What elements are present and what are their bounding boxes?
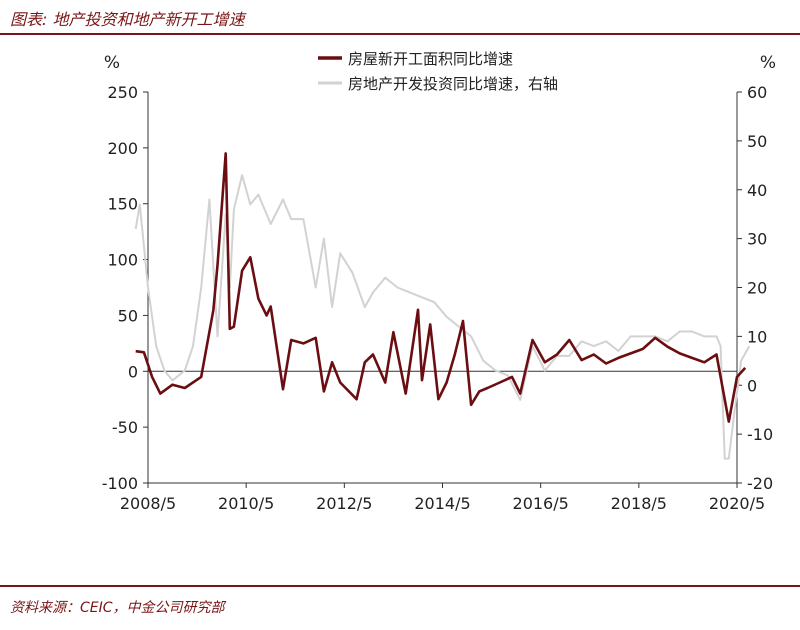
- left-tick-label: 250: [107, 83, 138, 102]
- x-tick-label: 2016/5: [513, 494, 569, 513]
- left-tick-label: 200: [107, 139, 138, 158]
- right-tick-label: 60: [747, 83, 767, 102]
- source-note: 资料来源：CEIC，中金公司研究部: [10, 600, 225, 616]
- right-tick-label: 50: [747, 132, 767, 151]
- chart-title: 图表: 地产投资和地产新开工增速: [10, 10, 245, 29]
- x-tick-label: 2008/5: [120, 494, 176, 513]
- right-axis-unit: %: [760, 53, 776, 73]
- legend-label: 房屋新开工面积同比增速: [348, 50, 513, 68]
- left-tick-label: 0: [128, 362, 138, 381]
- left-tick-label: -100: [102, 474, 138, 493]
- header-divider: [0, 33, 800, 35]
- left-axis-unit: %: [104, 53, 120, 73]
- right-tick-label: 20: [747, 279, 767, 298]
- legend-label: 房地产开发投资同比增速，右轴: [348, 75, 558, 93]
- x-tick-label: 2010/5: [218, 494, 274, 513]
- right-tick-label: 10: [747, 327, 767, 346]
- series-layer: [134, 152, 751, 460]
- series-line-housing-starts: [135, 152, 747, 423]
- right-tick-label: 0: [747, 376, 757, 395]
- left-tick-label: 50: [118, 306, 138, 325]
- left-tick-label: -50: [112, 418, 138, 437]
- left-tick-label: 150: [107, 195, 138, 214]
- right-tick-label: -20: [747, 474, 773, 493]
- x-tick-label: 2014/5: [414, 494, 470, 513]
- right-tick-label: -10: [747, 425, 773, 444]
- chart-axes: % %250200150100500-50-1006050403020100-10…: [102, 53, 776, 513]
- left-tick-label: 100: [107, 251, 138, 270]
- right-tick-label: 30: [747, 230, 767, 249]
- series-line-investment: [134, 174, 751, 460]
- x-tick-label: 2020/5: [709, 494, 765, 513]
- right-tick-label: 40: [747, 181, 767, 200]
- x-tick-label: 2012/5: [316, 494, 372, 513]
- footer-divider: [0, 585, 800, 587]
- x-tick-label: 2018/5: [611, 494, 667, 513]
